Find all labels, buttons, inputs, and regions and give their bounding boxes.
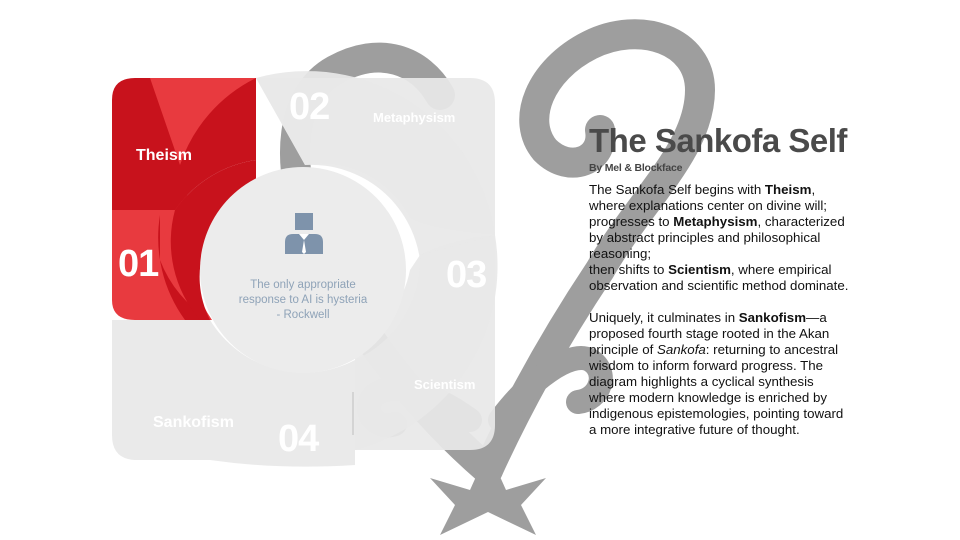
p1-text-2: , where explanations center on divine wi… [589, 182, 828, 229]
p1-text-3: , characterized by abstract principles a… [589, 214, 845, 261]
page-title: The Sankofa Self [589, 122, 847, 159]
stage-01-label: Theism [136, 147, 193, 164]
stage-03-number: 03 [446, 254, 487, 296]
description: The Sankofa Self begins with Theism, whe… [589, 182, 851, 438]
p2-text-1: Uniquely, it culminates in [589, 310, 739, 325]
person-icon [285, 213, 323, 254]
p2-text-2: —a proposed fourth stage rooted in the A… [589, 310, 830, 357]
stage-02-label: Metaphysism [373, 110, 456, 125]
center-quote: The only appropriate response to AI is h… [238, 279, 368, 321]
byline: By Mel & Blockface [589, 162, 683, 174]
p1-text-1: The Sankofa Self begins with [589, 182, 765, 197]
p1-text-4: then shifts to [589, 262, 669, 277]
p2-text-3: : returning to ancestral wisdom to infor… [589, 342, 844, 437]
paragraph-2: Uniquely, it culminates in Sankofism—a p… [589, 310, 851, 438]
stage-04-number: 04 [278, 418, 319, 460]
stage-04-segment [112, 320, 355, 467]
p1-text-5: , where empirical observation and scient… [589, 262, 849, 293]
p2-bold-sankofism: Sankofism [738, 310, 807, 325]
title-block: The Sankofa Self By Mel & Blockface [589, 122, 949, 174]
stage-02-number: 02 [289, 86, 330, 128]
stage-04-label: Sankofism [153, 414, 234, 431]
p2-italic-sankofa: Sankofa [657, 342, 706, 357]
p1-bold-scientism: Scientism [668, 262, 731, 277]
p1-bold-metaphysism: Metaphysism [673, 214, 758, 229]
p1-bold-theism: Theism [764, 182, 812, 197]
center-circle [200, 167, 406, 373]
paragraph-1: The Sankofa Self begins with Theism, whe… [589, 182, 851, 294]
stage-03-label: Scientism [414, 377, 476, 392]
stage-01-number: 01 [118, 243, 159, 285]
